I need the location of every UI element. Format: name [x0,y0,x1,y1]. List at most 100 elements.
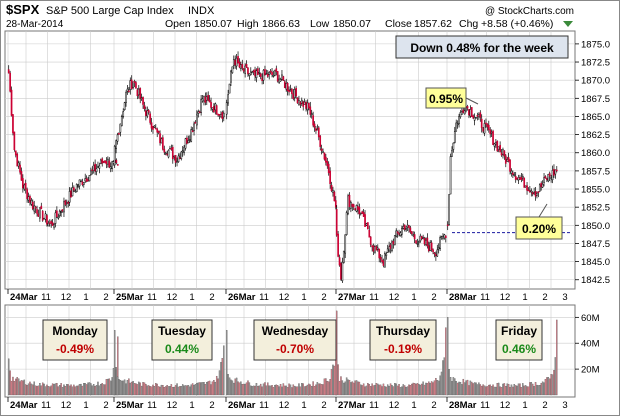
volume-bar [73,384,75,396]
volume-bar [419,384,422,396]
volume-bar [113,330,116,396]
candle [298,95,300,106]
candle-body-up [272,75,275,77]
candle-body-up [393,235,396,246]
candle [495,138,497,149]
candle-body-down [116,164,119,166]
day-box-monday-day: Monday [52,324,98,338]
price-y-tick-label: 1872.5 [581,58,610,69]
volume-bar [389,383,392,396]
collapse-triangle-icon[interactable] [563,21,573,27]
volume-bar [130,381,133,396]
volume-bar [286,387,289,396]
candle-body-up [222,112,225,118]
candle-body-down [348,194,351,207]
day-box-wednesday-value: -0.70% [276,342,314,356]
volume-bar [285,385,287,396]
volume-bar [9,370,11,396]
volume-bar [41,382,44,396]
candle-body-up [220,114,222,118]
candle-body-down [325,156,327,163]
volume-bar [191,383,194,396]
volume-bar [409,385,412,396]
candle [313,121,316,132]
volume-bar [221,358,224,396]
volume-bar [275,384,278,396]
candle-body-down [150,122,153,129]
volume-bar [443,357,446,396]
candle-body-down [354,208,356,211]
candle [119,123,122,137]
candle-body-down [162,137,164,150]
candle [354,208,356,211]
volume-bar [364,386,366,396]
candle-body-up [230,70,232,83]
volume-bar [436,380,439,396]
candle-body-up [530,190,533,193]
candle-body-down [523,177,526,188]
volume-bar [135,383,137,396]
candle-body-down [351,203,354,207]
candle-body-down [171,146,174,159]
volume-bar [330,369,333,396]
candle [402,223,405,230]
volume-bar [386,384,389,396]
candle [291,87,293,99]
volume-bar [471,381,473,396]
candle [71,182,74,197]
candle-body-up [197,111,200,114]
volume-bar [83,383,85,396]
candle [279,77,282,82]
price-y-tick-label: 1870.0 [581,76,610,87]
volume-bar [319,383,321,396]
candle [440,235,443,240]
x-hour-label: 1 [411,400,416,411]
week-note-background [395,35,569,59]
candle-body-up [190,129,193,142]
candle-body-up [23,184,26,190]
volume-bar [115,367,117,396]
candle [149,111,151,125]
volume-bar [439,375,441,396]
date-label: 28-Mar-2014 [6,19,64,30]
volume-bar [220,362,222,396]
candle [485,118,487,128]
candle-body-up [188,139,191,141]
candle [99,158,102,165]
volume-bar [345,377,348,396]
candle-body-down [128,90,130,93]
candle-body-down [147,109,150,113]
candle [27,192,30,204]
candle [281,69,283,81]
volume-bar [323,378,326,396]
candle-body-up [183,146,185,154]
candle [116,163,119,166]
candle-body-up [310,113,313,115]
candle [372,243,375,256]
volume-bar [22,380,24,396]
candle [43,217,45,220]
candle-body-down [157,130,160,133]
volume-bar [176,383,178,396]
candle-body-up [181,150,184,153]
candle [435,251,437,261]
candle [215,104,218,115]
candle-body-up [262,69,265,81]
candle [98,162,101,174]
candle-body-up [285,83,288,90]
candle-body-up [425,239,427,245]
candle-body-up [71,187,74,197]
volume-bar [228,377,231,396]
candle [84,173,87,184]
candle-body-up [451,150,453,157]
volume-bar [91,385,94,396]
candle [36,205,38,217]
candle [492,129,494,145]
volume-bar [101,383,103,396]
candle [386,244,389,253]
volume-bar [344,381,346,396]
candle-body-up [60,211,62,213]
volume-bar [250,385,252,396]
candle [75,183,78,193]
volume-bar [514,385,517,396]
